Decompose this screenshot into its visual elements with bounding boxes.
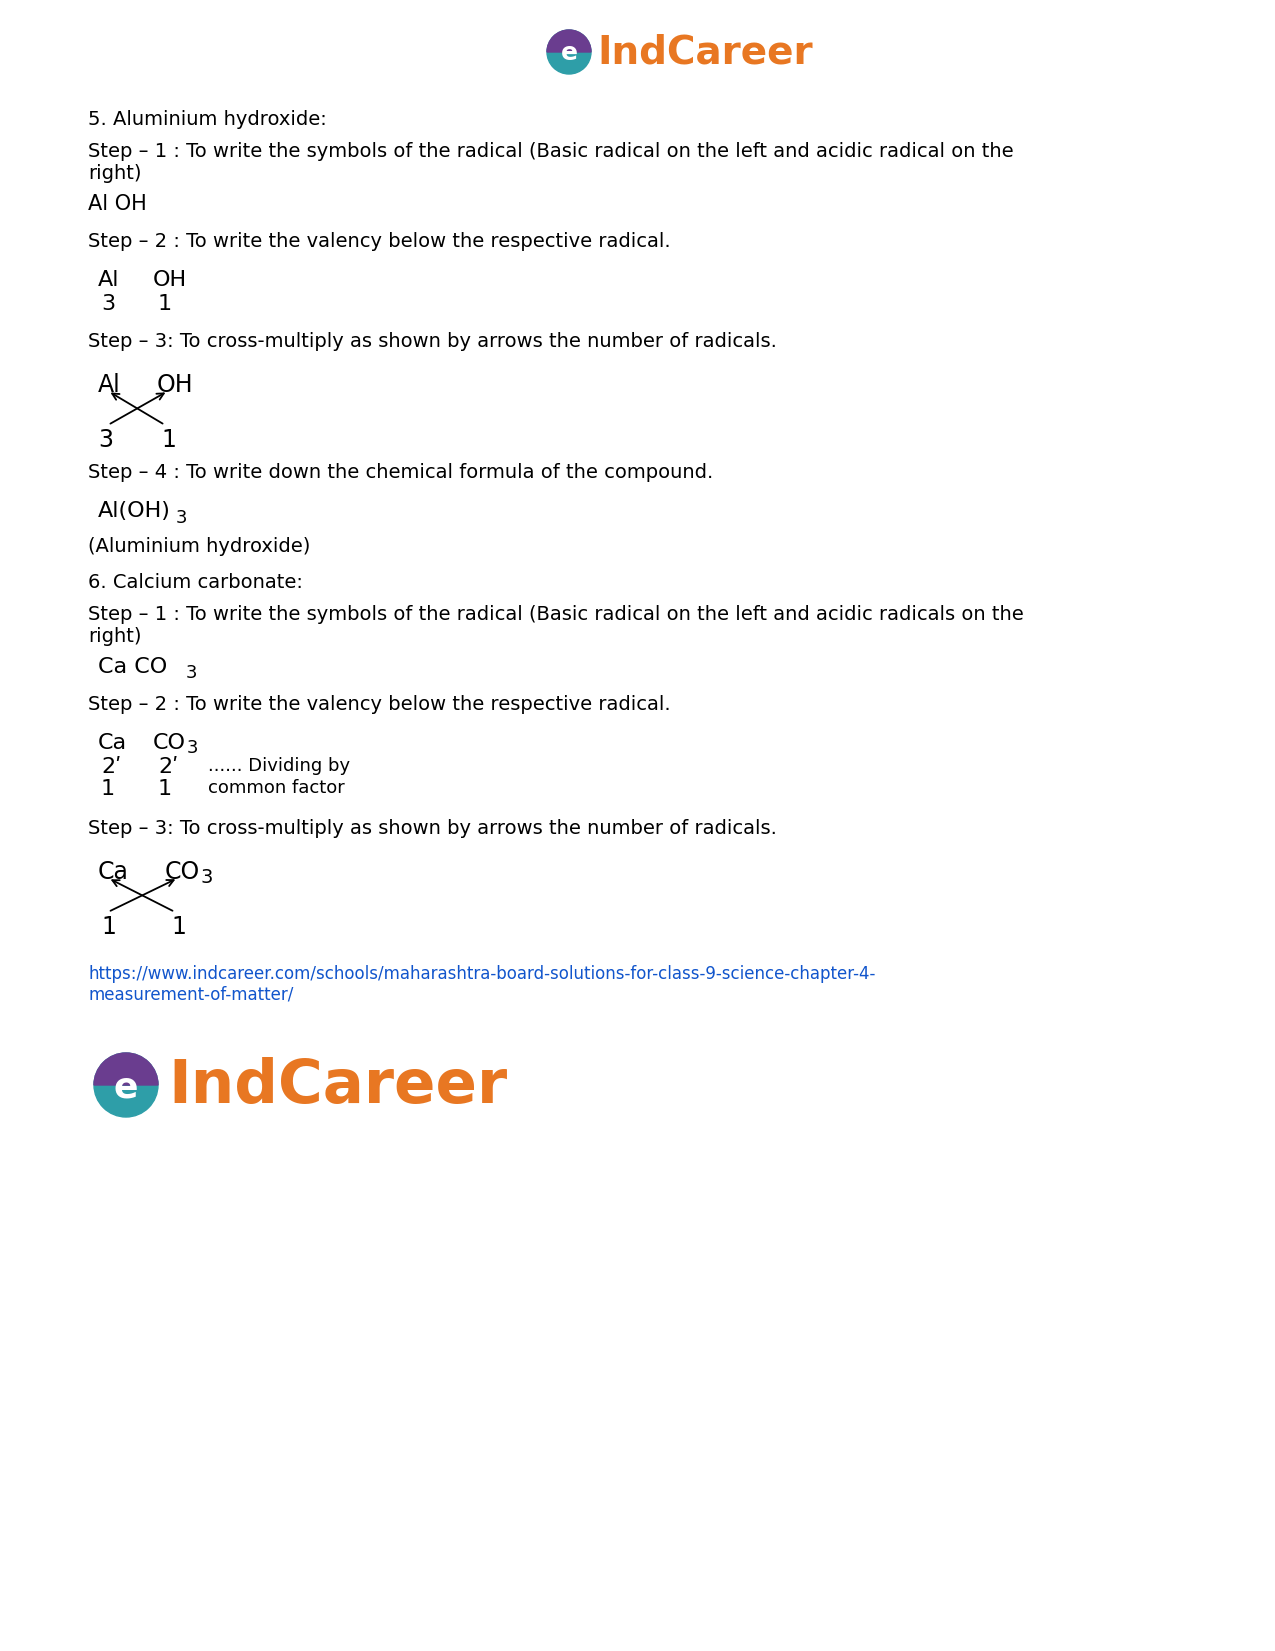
Text: Al: Al [98,373,121,396]
Wedge shape [94,1053,158,1085]
Text: 1: 1 [101,915,116,939]
Text: OH: OH [153,271,187,291]
Text: 1: 1 [101,779,115,799]
Text: 5. Aluminium hydroxide:: 5. Aluminium hydroxide: [88,111,326,129]
Text: right): right) [88,163,142,183]
Text: Al: Al [98,271,120,291]
Text: IndCareer: IndCareer [168,1058,507,1116]
Text: 1: 1 [158,779,172,799]
Wedge shape [547,30,592,51]
Text: CO: CO [153,733,186,753]
Text: ...... Dividing by: ...... Dividing by [208,758,351,774]
Circle shape [94,1053,158,1118]
Text: 3: 3 [101,294,115,314]
Text: 3: 3 [176,509,187,527]
Text: IndCareer: IndCareer [597,33,812,71]
Text: right): right) [88,627,142,646]
Text: Step – 3: To cross-multiply as shown by arrows the number of radicals.: Step – 3: To cross-multiply as shown by … [88,332,776,352]
Text: Ca: Ca [98,860,129,883]
Text: common factor: common factor [208,779,344,797]
Text: Ca: Ca [98,733,128,753]
Text: e: e [561,41,578,64]
Text: Step – 3: To cross-multiply as shown by arrows the number of radicals.: Step – 3: To cross-multiply as shown by … [88,819,776,839]
Text: 2ʹ: 2ʹ [101,758,121,778]
Text: 3: 3 [98,428,113,452]
Text: https://www.indcareer.com/schools/maharashtra-board-solutions-for-class-9-scienc: https://www.indcareer.com/schools/mahara… [88,964,876,1004]
Text: 2ʹ: 2ʹ [158,758,178,778]
Text: 1: 1 [158,294,172,314]
Text: Step – 1 : To write the symbols of the radical (Basic radical on the left and ac: Step – 1 : To write the symbols of the r… [88,604,1024,624]
Text: 1: 1 [171,915,186,939]
Text: e: e [113,1070,138,1105]
Text: Al(OH): Al(OH) [98,500,171,522]
Circle shape [547,30,592,74]
Text: OH: OH [157,373,194,396]
Text: Ca CO: Ca CO [98,657,167,677]
Text: 3: 3 [187,740,199,758]
Text: 3: 3 [186,664,198,682]
Text: Al OH: Al OH [88,195,147,215]
Text: Step – 2 : To write the valency below the respective radical.: Step – 2 : To write the valency below th… [88,695,671,713]
Text: 1: 1 [161,428,176,452]
Text: 6. Calcium carbonate:: 6. Calcium carbonate: [88,573,303,593]
Text: Step – 4 : To write down the chemical formula of the compound.: Step – 4 : To write down the chemical fo… [88,462,713,482]
Text: 3: 3 [200,868,213,887]
Text: (Aluminium hydroxide): (Aluminium hydroxide) [88,537,310,556]
Text: Step – 1 : To write the symbols of the radical (Basic radical on the left and ac: Step – 1 : To write the symbols of the r… [88,142,1014,162]
Text: CO: CO [164,860,200,883]
Text: Step – 2 : To write the valency below the respective radical.: Step – 2 : To write the valency below th… [88,233,671,251]
